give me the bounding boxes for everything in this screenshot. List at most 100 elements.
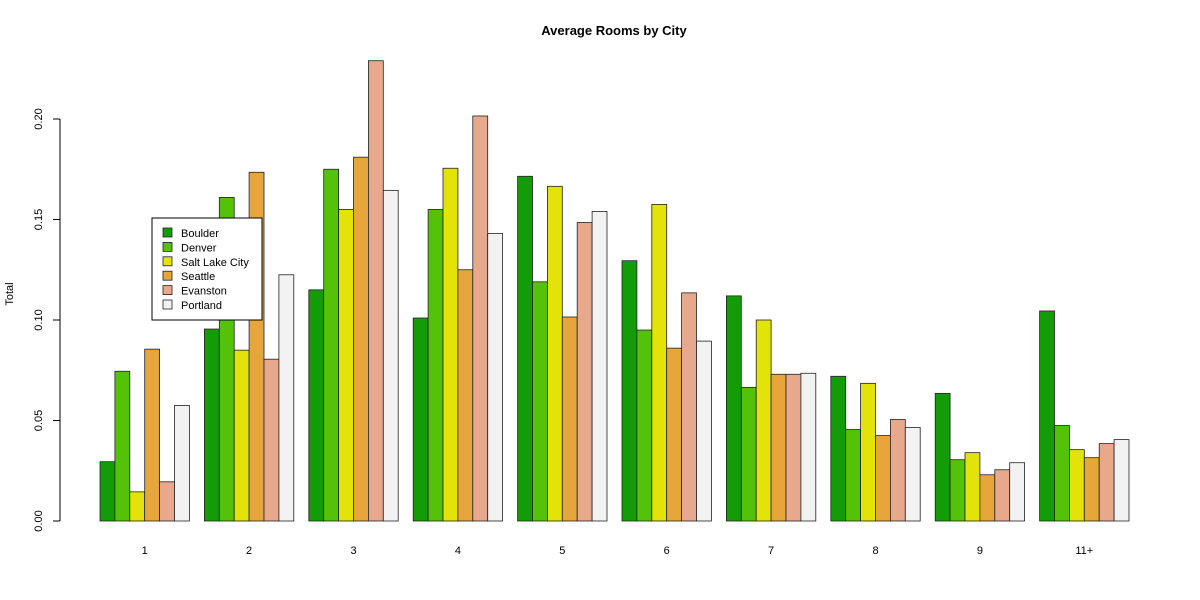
legend-label: Salt Lake City [181, 257, 249, 269]
bar-denver-1 [114, 370, 131, 522]
bar-denver-5 [532, 281, 548, 522]
bar-portland-4 [487, 233, 504, 522]
y-axis-label: Total [4, 282, 16, 305]
bar-evanston-2 [263, 358, 280, 522]
x-tick-label: 3 [350, 545, 356, 557]
legend-label: Evanston [181, 286, 227, 298]
bar-denver-6 [636, 329, 653, 522]
bar-portland-2 [278, 274, 295, 522]
bar-portland-6 [696, 340, 712, 522]
bar-seattle-4 [457, 269, 474, 522]
legend-item: Evanston [162, 285, 227, 298]
bar-portland-9 [1009, 462, 1026, 522]
y-tick-label: 0.05 [33, 410, 45, 431]
bar-salt-lake-city-3 [338, 209, 354, 522]
bar-seattle-7 [770, 373, 787, 522]
bar-boulder-1 [99, 461, 116, 522]
legend-swatch [162, 256, 173, 267]
legend-label: Denver [181, 242, 217, 254]
bar-boulder-4 [412, 317, 429, 522]
bar-evanston-1 [159, 481, 175, 522]
legend-item: Boulder [162, 227, 219, 240]
bar-boulder-3 [308, 289, 325, 522]
x-tick-label: 4 [455, 545, 461, 557]
legend-item: Portland [162, 299, 222, 312]
bar-boulder-11+ [1039, 310, 1055, 522]
x-tick-label: 1 [142, 545, 148, 557]
bar-denver-9 [949, 459, 966, 522]
x-axis-labels: 1 2 3 4 5 6 7 8 9 11+ [142, 545, 1094, 557]
bar-seattle-3 [353, 156, 369, 522]
x-tick-label: 11+ [1075, 545, 1093, 557]
legend-swatch [162, 270, 173, 281]
bar-salt-lake-city-2 [233, 349, 250, 522]
bar-evanston-3 [367, 60, 384, 522]
y-tick-label: 0.10 [33, 309, 45, 330]
bar-seattle-6 [666, 347, 683, 522]
bar-salt-lake-city-5 [547, 185, 563, 522]
bar-salt-lake-city-7 [755, 319, 772, 522]
bar-denver-11+ [1054, 425, 1070, 522]
bar-group-11+ [1039, 310, 1130, 522]
bar-group-5 [517, 175, 608, 522]
chart-title: Average Rooms by City [541, 23, 687, 38]
bar-salt-lake-city-9 [964, 452, 981, 522]
bar-boulder-9 [934, 392, 951, 522]
bar-group-3 [308, 60, 399, 522]
x-tick-label: 7 [768, 545, 774, 557]
bar-evanston-5 [576, 222, 593, 522]
y-tick-label: 0.20 [33, 108, 45, 129]
legend-swatch [162, 285, 173, 296]
bar-salt-lake-city-8 [860, 382, 876, 522]
bar-seattle-9 [979, 474, 996, 522]
bar-seattle-1 [144, 348, 160, 522]
bar-salt-lake-city-1 [129, 491, 146, 522]
bar-portland-1 [174, 405, 190, 522]
bar-evanston-4 [472, 115, 489, 522]
bar-boulder-5 [517, 175, 533, 522]
legend-label: Portland [181, 300, 222, 312]
x-tick-label: 9 [977, 545, 983, 557]
x-tick-label: 8 [872, 545, 878, 557]
bar-salt-lake-city-4 [442, 167, 459, 522]
bar-group-7 [726, 295, 817, 522]
bar-boulder-6 [621, 260, 638, 522]
legend-swatch [162, 241, 173, 252]
bar-group-1 [99, 348, 190, 522]
y-tick-label: 0.00 [33, 510, 45, 531]
bar-denver-3 [323, 168, 340, 522]
y-axis: 0.00 0.05 0.10 0.15 0.20 [33, 108, 61, 532]
legend-item: Seattle [162, 270, 215, 283]
bar-group-9 [934, 392, 1026, 522]
bar-group-8 [830, 375, 921, 522]
bars-group [99, 60, 1130, 522]
bar-salt-lake-city-11+ [1069, 449, 1085, 522]
y-tick-label: 0.15 [33, 209, 45, 230]
legend: Boulder Denver Salt Lake City Seattle Evanst… [151, 217, 263, 321]
bar-denver-8 [845, 429, 862, 522]
x-tick-label: 6 [664, 545, 670, 557]
bar-evanston-9 [994, 469, 1011, 522]
legend-label: Boulder [181, 228, 219, 240]
legend-swatch [162, 227, 173, 238]
bar-portland-5 [591, 211, 608, 522]
legend-item: Salt Lake City [162, 256, 249, 269]
bar-evanston-6 [681, 292, 697, 522]
bar-denver-4 [427, 209, 444, 522]
bar-boulder-8 [830, 375, 847, 522]
bar-seattle-8 [875, 435, 891, 522]
legend-item: Denver [162, 241, 217, 254]
bar-evanston-11+ [1098, 443, 1115, 522]
bar-evanston-7 [785, 373, 802, 522]
bar-portland-8 [904, 427, 921, 522]
bar-salt-lake-city-6 [651, 204, 668, 522]
bar-boulder-2 [203, 328, 220, 522]
bar-evanston-8 [890, 419, 906, 522]
bar-portland-3 [382, 189, 399, 522]
legend-label: Seattle [181, 271, 215, 283]
bar-portland-7 [800, 372, 817, 522]
bar-boulder-7 [726, 295, 742, 522]
legend-swatch [162, 299, 173, 310]
